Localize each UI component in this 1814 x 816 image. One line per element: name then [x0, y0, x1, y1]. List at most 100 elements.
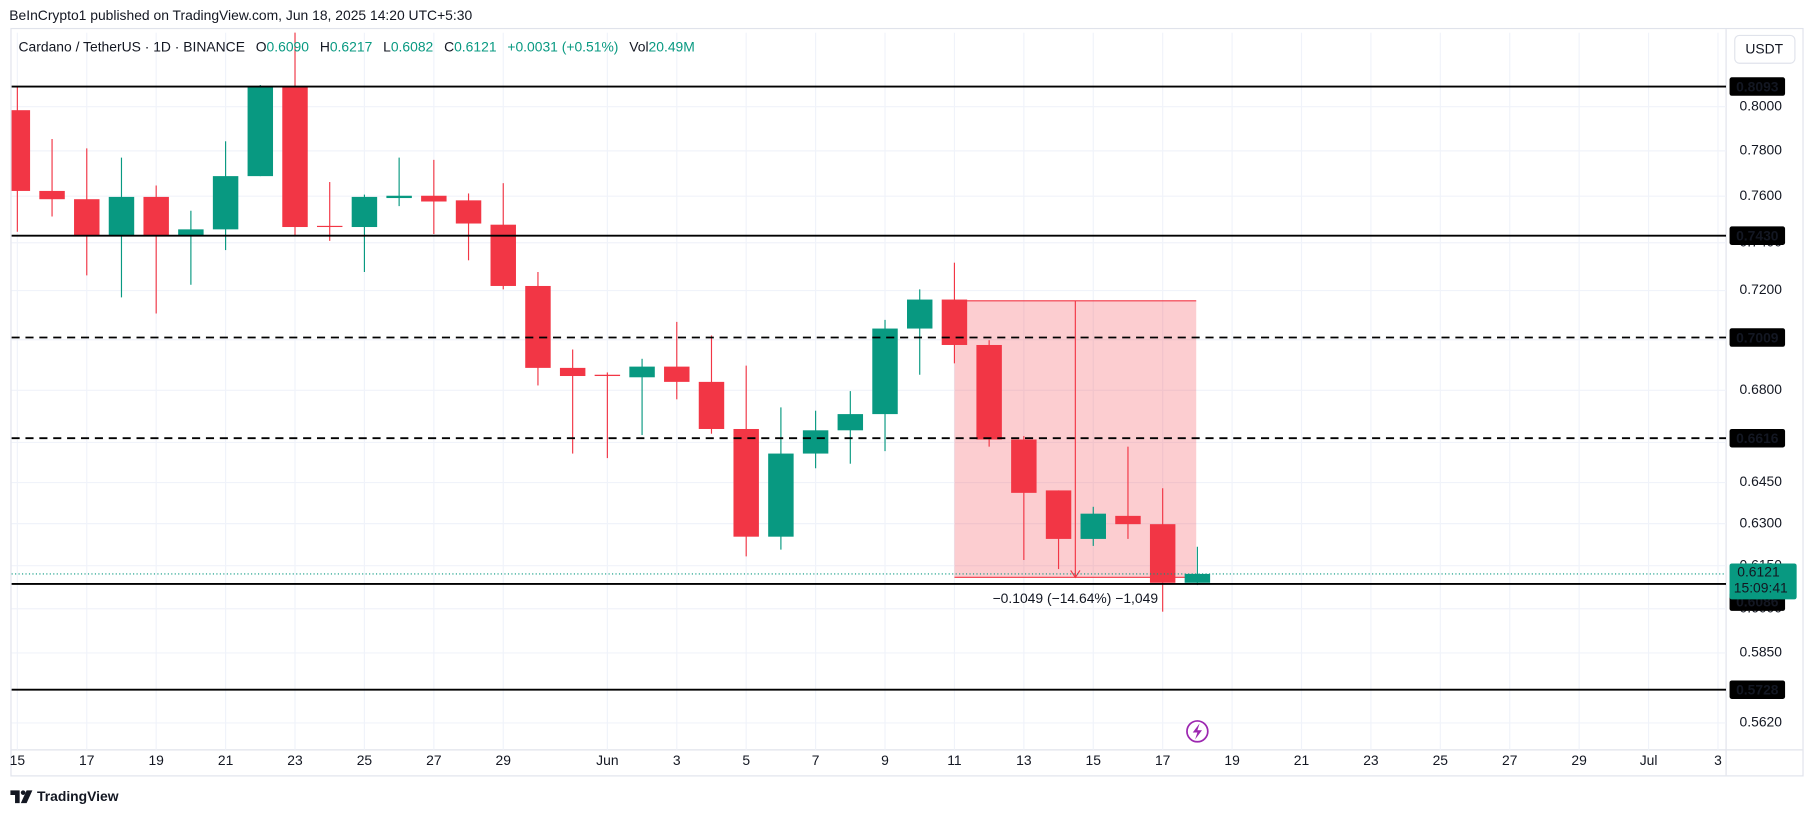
last-price-box [1729, 563, 1797, 600]
level-label: 0.8093 [1736, 78, 1779, 94]
event-bolt[interactable] [1192, 723, 1203, 740]
grid [11, 32, 1727, 750]
currency[interactable]: USDT [1745, 41, 1783, 57]
symbol: Cardano / TetherUS · 1D · BINANCE [19, 38, 245, 54]
candle-body [698, 381, 725, 429]
x-tick-label: 27 [426, 752, 442, 768]
levels [11, 85, 1727, 691]
low-label: L [383, 38, 391, 54]
logo-shape [20, 790, 33, 804]
x-tick-label: 21 [1294, 752, 1310, 768]
y-tick-label: 0.5850 [1740, 644, 1783, 660]
candle-body [11, 110, 31, 191]
x-tick-label: 23 [1363, 752, 1379, 768]
candle-body [39, 190, 65, 200]
x-tick-label: 19 [1224, 752, 1240, 768]
candle-body [1045, 490, 1072, 539]
candle-body [559, 367, 586, 377]
logo-dot [20, 790, 26, 795]
x-tick-label: 25 [1433, 752, 1449, 768]
candle-body [976, 344, 1002, 440]
x-tick-label: 13 [1016, 752, 1032, 768]
candle-body [837, 414, 864, 431]
candle-body [907, 299, 933, 329]
candles [11, 32, 1211, 612]
candle-body [872, 328, 898, 415]
x-tick-label: 7 [812, 752, 820, 768]
logo-shape [10, 790, 20, 804]
candle-body [351, 196, 378, 228]
candle-body [316, 225, 343, 228]
volume-value: 20.49M [649, 38, 695, 54]
x-tick-label: 5 [742, 752, 750, 768]
x-tick-label: 29 [1571, 752, 1587, 768]
measure-arrowhead [1070, 570, 1081, 579]
candle-body [525, 285, 551, 368]
candle-body [386, 195, 412, 199]
y-tick-label: 0.7800 [1740, 142, 1783, 158]
event-icon[interactable] [1186, 720, 1209, 743]
open-label: O [256, 38, 267, 54]
candle-body [455, 200, 482, 224]
candle-body [143, 196, 169, 237]
x-tick-label: 17 [79, 752, 95, 768]
level-label-box [1729, 226, 1786, 245]
price-labels: 0.80930.74300.70090.66160.60860.57280.61… [1729, 77, 1797, 699]
candle-body [212, 176, 239, 230]
candle-body [108, 196, 135, 237]
x-tick-label: 3 [673, 752, 681, 768]
x-tick-label: 21 [218, 752, 234, 768]
y-tick-label: 0.6450 [1740, 473, 1783, 489]
legend: Cardano / TetherUS · 1D · BINANCE O0.609… [19, 38, 695, 54]
open-value: 0.6090 [267, 38, 310, 54]
change: +0.0031 (+0.51%) [507, 38, 618, 54]
level-label-box [1729, 680, 1786, 699]
y-tick-label: 0.8000 [1740, 97, 1783, 113]
x-tick-label: Jun [596, 752, 618, 768]
level-label: 0.6616 [1736, 430, 1779, 446]
candle-body [1115, 515, 1141, 525]
y-tick-label: 0.5620 [1740, 714, 1783, 730]
chart-frame [10, 27, 1804, 777]
close-label: C [444, 38, 454, 54]
candle-body [664, 366, 690, 382]
candle-body [594, 374, 621, 377]
candle-body [1184, 573, 1211, 583]
brand: TradingView [37, 788, 119, 804]
countdown: 15:09:41 [1734, 580, 1788, 596]
volume-label: Vol [629, 38, 648, 54]
x-tick-label: 25 [357, 752, 373, 768]
high-label: H [320, 38, 330, 54]
candle-body [1011, 439, 1037, 493]
x-tick-label: 17 [1155, 752, 1171, 768]
level-label: 0.5728 [1736, 682, 1779, 698]
candle-body [490, 224, 516, 286]
time-axis: 15 17 19 21 23 25 27 29 Jun 3 5 7 9 11 13 15 17 19 21 23 25 2… [10, 752, 1722, 768]
publish-note: BeInCrypto1 published on TradingView.com… [9, 7, 472, 23]
candle-body [421, 195, 447, 202]
measure-label: −0.1049 (−14.64%) −1,049 [993, 590, 1159, 606]
x-tick-label: 19 [148, 752, 164, 768]
candle-body [74, 199, 100, 237]
candle-body [733, 428, 759, 537]
y-tick-label: 0.6800 [1740, 381, 1783, 397]
currency-button[interactable] [1734, 34, 1796, 64]
candle-body [1080, 513, 1106, 539]
x-tick-label: 9 [881, 752, 889, 768]
y-tick-label: 0.7600 [1740, 187, 1783, 203]
level-label: 0.7009 [1736, 329, 1779, 345]
candle-body [768, 453, 794, 537]
x-tick-label: 3 [1714, 752, 1722, 768]
x-tick-label: 29 [496, 752, 512, 768]
x-tick-label: 23 [287, 752, 303, 768]
level-label-box [1729, 77, 1786, 96]
x-tick-label: 27 [1502, 752, 1518, 768]
candle-body [629, 366, 655, 378]
brand-logo [10, 790, 33, 804]
y-tick-label: 0.6300 [1740, 514, 1783, 530]
last-price-label: 0.6121 [1737, 563, 1780, 579]
level-label-box [1729, 428, 1786, 448]
candle-body [1149, 524, 1176, 583]
